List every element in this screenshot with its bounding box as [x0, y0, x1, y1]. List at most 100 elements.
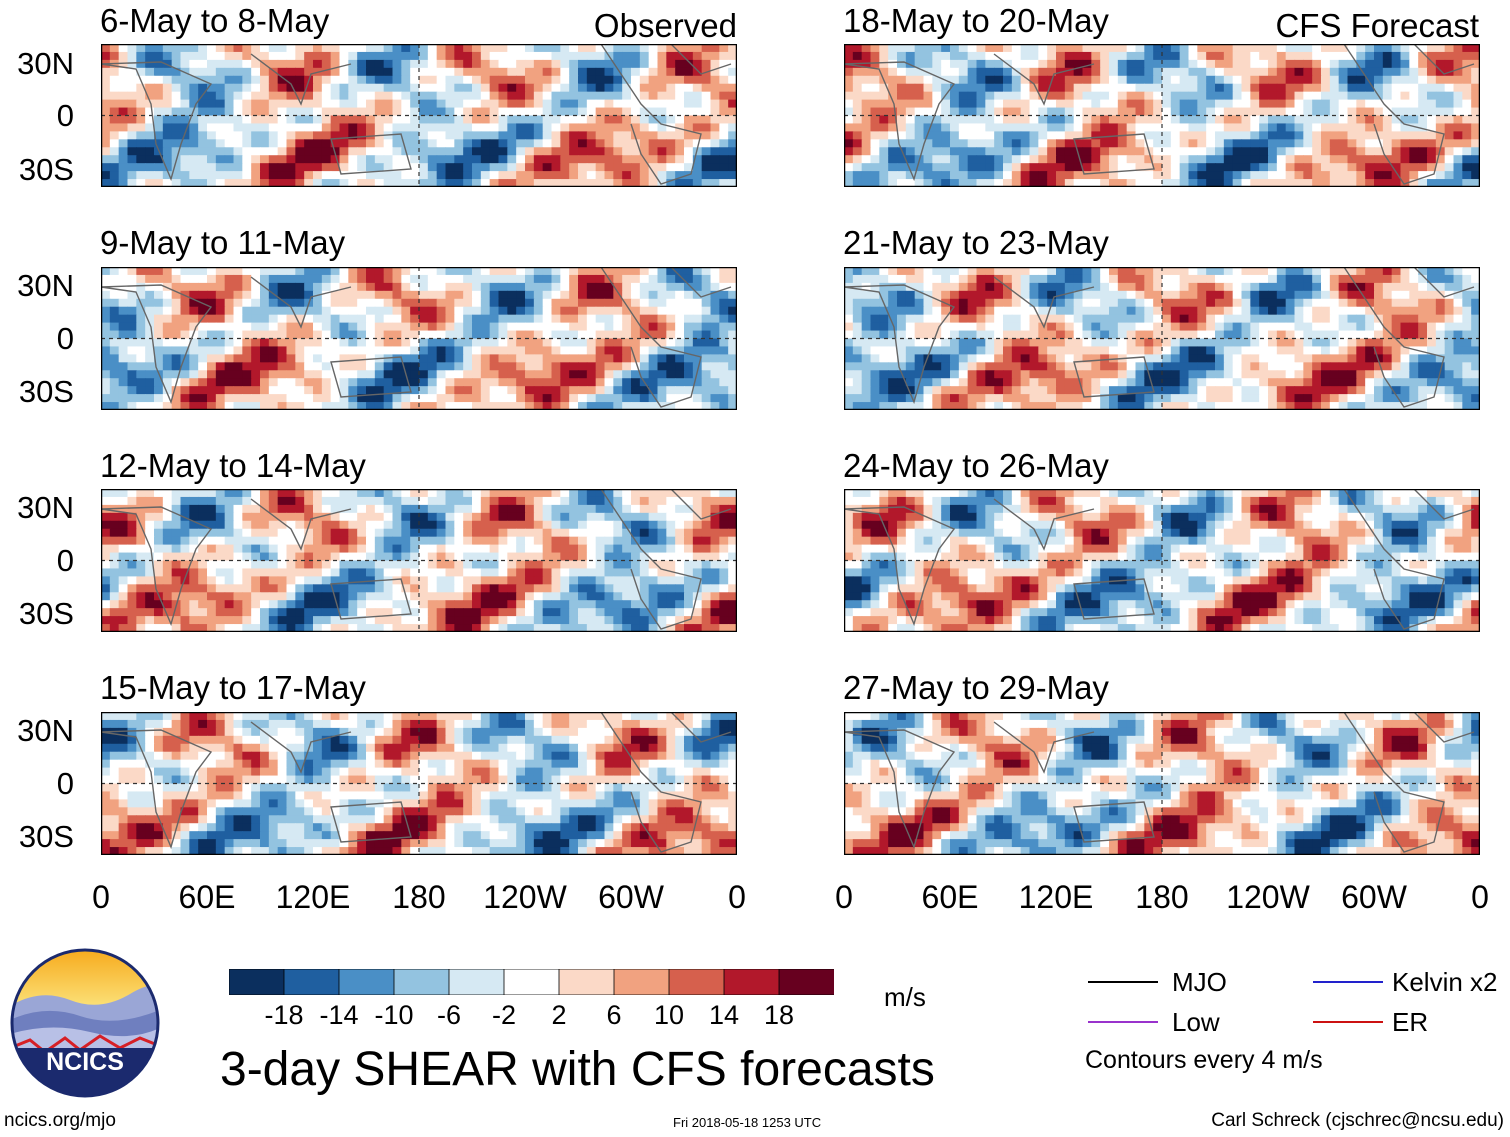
coastline: [844, 712, 1475, 853]
coastline: [101, 712, 732, 853]
map-panel-fc-3: [844, 489, 1480, 632]
lat-label-eq: 0: [56, 321, 74, 356]
lon-label: 60W: [598, 879, 664, 915]
colorbar-swatch: [229, 969, 285, 995]
colorbar-swatch: [723, 969, 780, 995]
map-panel-fc-2: [844, 267, 1480, 410]
panel-title-obs-3: 12-May to 14-May: [100, 447, 366, 484]
lon-label: 180: [1135, 879, 1189, 915]
footer-timestamp: Fri 2018-05-18 1253 UTC: [673, 1115, 822, 1130]
coastline: [101, 489, 732, 630]
lon-label: 60E: [178, 879, 236, 915]
colorbar-unit: m/s: [884, 982, 926, 1012]
colorbar-swatch: [503, 969, 560, 995]
footer-url[interactable]: ncics.org/mjo: [4, 1110, 116, 1131]
colorbar-ticks: -18 -14 -10 -6 -2 2 6 10 14 18: [229, 1000, 834, 1036]
lat-label-30s: 30S: [18, 819, 74, 854]
map-panel-obs-3: [101, 489, 737, 632]
colorbar-tick: -18: [264, 1000, 304, 1030]
shear-field: [101, 44, 737, 187]
panel-frame: [101, 489, 737, 632]
shear-field: [101, 267, 737, 410]
colorbar-tick: 10: [653, 1000, 685, 1030]
colorbar-tick: 6: [606, 1000, 622, 1030]
colorbar: [229, 969, 834, 995]
panel-title-obs-4: 15-May to 17-May: [100, 669, 366, 706]
colorbar-tick: -2: [491, 1000, 517, 1030]
panel-title-fc-2: 21-May to 23-May: [843, 224, 1109, 261]
coastline: [101, 267, 732, 408]
observed-tag: Observed: [593, 7, 737, 44]
lon-label: 60W: [1341, 879, 1407, 915]
lon-label: 120E: [275, 879, 351, 915]
lat-label-30s: 30S: [18, 374, 74, 409]
colorbar-tick: 18: [763, 1000, 795, 1030]
colorbar-swatch: [338, 969, 395, 995]
lon-label: 0: [835, 879, 853, 915]
panel-title-fc-4: 27-May to 29-May: [843, 669, 1109, 706]
colorbar-swatch: [613, 969, 670, 995]
legend-label-mjo: MJO: [1172, 967, 1227, 997]
colorbar-swatch: [778, 969, 834, 995]
colorbar-tick: -6: [436, 1000, 462, 1030]
lat-label-30s: 30S: [18, 152, 74, 187]
shear-field: [101, 712, 737, 855]
lon-label: 60E: [921, 879, 979, 915]
lon-label: 120W: [483, 879, 567, 915]
lat-label-eq: 0: [56, 766, 74, 801]
shear-field: [844, 267, 1480, 410]
legend-label-er: ER: [1392, 1007, 1429, 1037]
lat-label-30n: 30N: [17, 713, 74, 748]
shear-field: [101, 489, 737, 632]
lat-label-eq: 0: [56, 543, 74, 578]
panel-frame: [844, 489, 1480, 632]
panel-title-fc-3: 24-May to 26-May: [843, 447, 1109, 484]
panel-title-obs-1: 6-May to 8-May: [100, 2, 330, 39]
legend-line-mjo: [1088, 981, 1158, 983]
lon-label: 120E: [1018, 879, 1094, 915]
coastline: [101, 44, 732, 185]
map-panel-fc-4: [844, 712, 1480, 855]
panel-frame: [101, 44, 737, 187]
panel-frame: [844, 267, 1480, 410]
lon-label: 0: [728, 879, 746, 915]
colorbar-swatch: [393, 969, 450, 995]
map-panel-fc-1: [844, 44, 1480, 187]
lon-label: 180: [392, 879, 446, 915]
lat-label-30n: 30N: [17, 268, 74, 303]
lon-label: 0: [1471, 879, 1489, 915]
panel-frame: [101, 267, 737, 410]
legend-line-kelvin: [1313, 981, 1383, 983]
panel-title-fc-1: 18-May to 20-May: [843, 2, 1109, 39]
coastline: [844, 489, 1475, 630]
coastline: [844, 44, 1475, 185]
legend-line-low: [1088, 1021, 1158, 1023]
panel-frame: [844, 712, 1480, 855]
footer-credit: Carl Schreck (cjschrec@ncsu.edu): [1211, 1110, 1504, 1131]
lon-label: 0: [92, 879, 110, 915]
lat-label-30n: 30N: [17, 46, 74, 81]
legend-line-er: [1313, 1021, 1383, 1023]
colorbar-swatch: [448, 969, 505, 995]
lat-label-30s: 30S: [18, 596, 74, 631]
colorbar-tick: -14: [319, 1000, 359, 1030]
logo-text: NCICS: [46, 1048, 124, 1076]
map-panel-obs-2: [101, 267, 737, 410]
lon-label: 120W: [1226, 879, 1310, 915]
panel-title-obs-2: 9-May to 11-May: [100, 224, 346, 261]
legend-label-kelvin: Kelvin x2: [1392, 967, 1498, 997]
coastline: [844, 267, 1475, 408]
contours-note: Contours every 4 m/s: [1085, 1046, 1323, 1074]
colorbar-tick: 2: [551, 1000, 567, 1030]
colorbar-swatch: [283, 969, 340, 995]
lat-label-eq: 0: [56, 98, 74, 133]
shear-field: [844, 712, 1480, 855]
main-title: 3-day SHEAR with CFS forecasts: [220, 1043, 935, 1096]
colorbar-swatch: [558, 969, 615, 995]
lat-label-30n: 30N: [17, 490, 74, 525]
map-panel-obs-4: [101, 712, 737, 855]
legend-label-low: Low: [1172, 1007, 1220, 1037]
panel-frame: [844, 44, 1480, 187]
colorbar-swatch: [668, 969, 725, 995]
panel-frame: [101, 712, 737, 855]
